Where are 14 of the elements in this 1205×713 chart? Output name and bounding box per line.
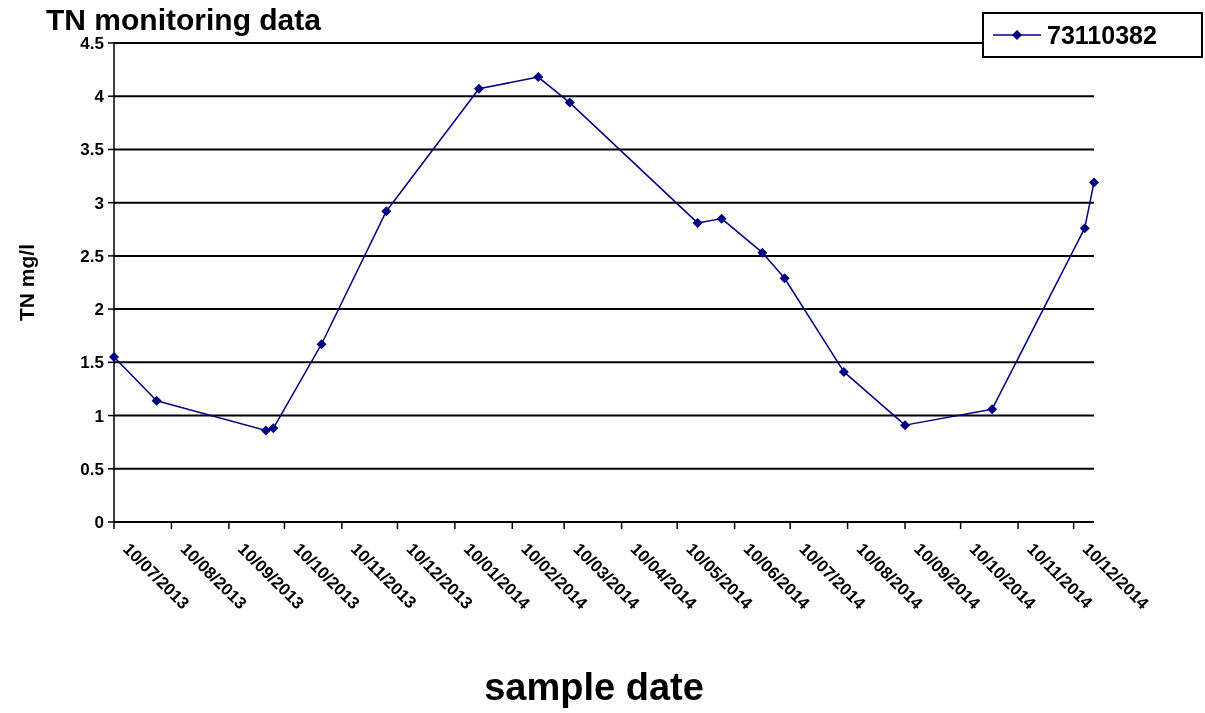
- y-tick-label: 4: [94, 87, 105, 107]
- y-tick-label: 3: [94, 193, 104, 213]
- y-tick-label: 2: [94, 300, 104, 320]
- y-tick-label: 4.5: [80, 33, 104, 53]
- legend-label: 73110382: [1047, 20, 1157, 49]
- y-tick-label: 1.5: [80, 353, 104, 373]
- y-axis-title: TN mg/l: [15, 244, 38, 321]
- x-axis-title: sample date: [484, 666, 704, 708]
- y-tick-label: 0: [94, 512, 104, 532]
- chart-title: TN monitoring data: [46, 3, 322, 36]
- y-tick-label: 1: [94, 406, 104, 426]
- y-tick-label: 3.5: [80, 140, 104, 160]
- y-tick-label: 2.5: [80, 246, 104, 266]
- y-tick-label: 0.5: [80, 459, 104, 479]
